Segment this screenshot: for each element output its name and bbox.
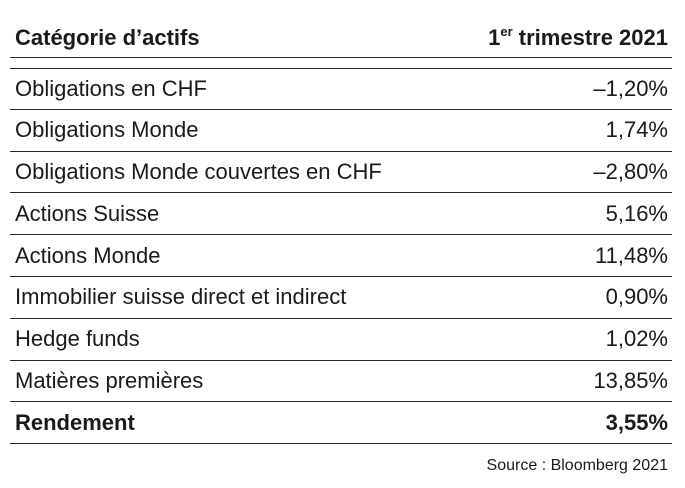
table-row: Actions Monde 11,48% xyxy=(10,235,672,277)
header-period-number: 1 xyxy=(488,24,501,50)
row-value: –1,20% xyxy=(593,75,668,101)
row-value: 11,48% xyxy=(595,242,668,268)
table-row: Hedge funds 1,02% xyxy=(10,319,672,361)
table-row: Immobilier suisse direct et indirect 0,9… xyxy=(10,277,672,319)
row-category: Immobilier suisse direct et indirect xyxy=(15,284,347,310)
row-value: 1,74% xyxy=(605,117,668,143)
row-category: Hedge funds xyxy=(15,326,140,352)
table-row: Actions Suisse 5,16% xyxy=(10,193,672,236)
row-category: Actions Suisse xyxy=(15,200,160,226)
header-period: 1er trimestre 2021 xyxy=(488,23,668,50)
total-label: Rendement xyxy=(15,409,135,435)
header-period-rest: trimestre 2021 xyxy=(512,24,668,50)
row-category: Actions Monde xyxy=(15,242,161,268)
row-value: 1,02% xyxy=(605,326,668,352)
source-note: Source : Bloomberg 2021 xyxy=(486,457,668,474)
row-value: 13,85% xyxy=(593,367,668,393)
row-value: 5,16% xyxy=(605,200,668,226)
row-category: Obligations Monde couvertes en CHF xyxy=(15,158,382,184)
table-row: Obligations en CHF –1,20% xyxy=(10,68,672,110)
row-value: –2,80% xyxy=(593,158,668,184)
row-category: Matières premières xyxy=(15,367,204,393)
total-row: Rendement 3,55% xyxy=(10,402,672,445)
table-row: Obligations Monde 1,74% xyxy=(10,110,672,152)
table-row: Matières premières 13,85% xyxy=(10,361,672,403)
table-row: Obligations Monde couvertes en CHF –2,80… xyxy=(10,152,672,194)
header-period-superscript: er xyxy=(500,23,513,39)
row-category: Obligations en CHF xyxy=(15,75,207,101)
row-value: 0,90% xyxy=(605,284,668,310)
row-category: Obligations Monde xyxy=(15,117,199,143)
returns-table: Catégorie d’actifs 1er trimestre 2021 Ob… xyxy=(10,18,672,445)
total-value: 3,55% xyxy=(605,409,668,435)
table-header: Catégorie d’actifs 1er trimestre 2021 xyxy=(10,18,672,58)
header-category: Catégorie d’actifs xyxy=(15,24,200,50)
